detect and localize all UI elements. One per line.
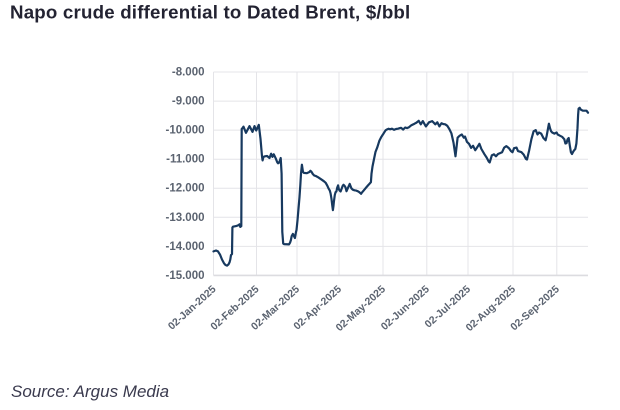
svg-text:Napo crude differential to Dat: Napo crude differential to Dated Brent, … bbox=[10, 2, 410, 23]
svg-text:-13.000: -13.000 bbox=[165, 212, 204, 224]
svg-text:Source: Argus Media: Source: Argus Media bbox=[11, 382, 169, 401]
svg-text:-14.000: -14.000 bbox=[165, 241, 204, 253]
svg-text:-10.000: -10.000 bbox=[165, 125, 204, 137]
svg-text:-9.000: -9.000 bbox=[172, 96, 205, 108]
svg-text:-12.000: -12.000 bbox=[165, 183, 204, 195]
svg-text:02-Jun-2025: 02-Jun-2025 bbox=[379, 283, 432, 333]
svg-text:-15.000: -15.000 bbox=[165, 270, 204, 282]
svg-text:-8.000: -8.000 bbox=[172, 67, 205, 79]
svg-text:-11.000: -11.000 bbox=[166, 154, 204, 166]
